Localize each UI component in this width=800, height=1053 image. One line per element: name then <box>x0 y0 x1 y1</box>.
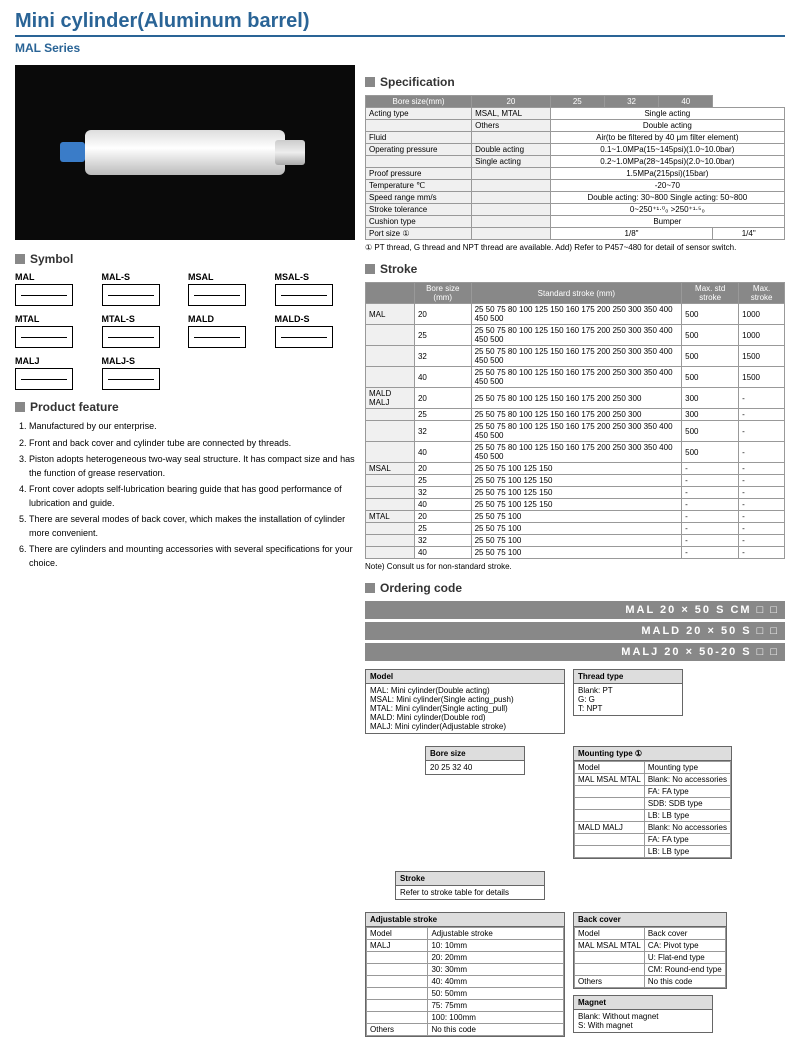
feature-item: There are cylinders and mounting accesso… <box>29 543 355 570</box>
spec-table: Bore size(mm)20253240Acting typeMSAL, MT… <box>365 95 785 240</box>
symbol-mtal: MTAL <box>15 314 96 348</box>
symbol-mald: MALD <box>188 314 269 348</box>
feature-item: Front and back cover and cylinder tube a… <box>29 437 355 451</box>
series-label: MAL Series <box>15 41 785 55</box>
feature-item: Manufactured by our enterprise. <box>29 420 355 434</box>
page-title: Mini cylinder(Aluminum barrel) <box>15 10 785 37</box>
exp-model: Model MAL: Mini cylinder(Double acting)M… <box>365 669 565 734</box>
section-spec: Specification <box>365 75 785 89</box>
exp-back: Back cover ModelBack coverMAL MSAL MTALC… <box>573 912 727 989</box>
product-image <box>15 65 355 240</box>
order-bar: MAL 20 × 50 S CM □ □ <box>365 601 785 619</box>
feature-item: There are several modes of back cover, w… <box>29 513 355 540</box>
section-ordering: Ordering code <box>365 581 785 595</box>
stroke-note: Note) Consult us for non-standard stroke… <box>365 562 785 571</box>
exp-bore: Bore size 20 25 32 40 <box>425 746 525 775</box>
section-feature: Product feature <box>15 400 355 414</box>
spec-note: ① PT thread, G thread and NPT thread are… <box>365 243 785 252</box>
order-bar: MALD 20 × 50 S □ □ <box>365 622 785 640</box>
stroke-table: Bore size (mm)Standard stroke (mm)Max. s… <box>365 282 785 559</box>
symbol-msal-s: MSAL-S <box>275 272 356 306</box>
exp-mount: Mounting type ① ModelMounting typeMAL MS… <box>573 746 732 859</box>
symbol-malj: MALJ <box>15 356 96 390</box>
symbol-malj-s: MALJ-S <box>102 356 183 390</box>
exp-stroke: Stroke Refer to stroke table for details <box>395 871 545 900</box>
symbol-mal-s: MAL-S <box>102 272 183 306</box>
symbol-grid: MALMAL-SMSALMSAL-S MTALMTAL-SMALDMALD-S MA… <box>15 272 355 390</box>
symbol-mal: MAL <box>15 272 96 306</box>
feature-item: Front cover adopts self-lubrication bear… <box>29 483 355 510</box>
section-stroke: Stroke <box>365 262 785 276</box>
exp-magnet: Magnet Blank: Without magnetS: With magn… <box>573 995 713 1033</box>
symbol-msal: MSAL <box>188 272 269 306</box>
symbol-mtal-s: MTAL-S <box>102 314 183 348</box>
exp-adj: Adjustable stroke ModelAdjustable stroke… <box>365 912 565 1037</box>
section-symbol: Symbol <box>15 252 355 266</box>
order-code-bars: MAL 20 × 50 S CM □ □ MALD 20 × 50 S □ □ MA… <box>365 601 785 661</box>
symbol-mald-s: MALD-S <box>275 314 356 348</box>
feature-list: Manufactured by our enterprise. Front and… <box>15 420 355 570</box>
ordering-explain: Model MAL: Mini cylinder(Double acting)M… <box>365 669 785 1043</box>
exp-thread: Thread type Blank: PTG: GT: NPT <box>573 669 683 716</box>
order-bar: MALJ 20 × 50-20 S □ □ <box>365 643 785 661</box>
feature-item: Piston adopts heterogeneous two-way seal… <box>29 453 355 480</box>
